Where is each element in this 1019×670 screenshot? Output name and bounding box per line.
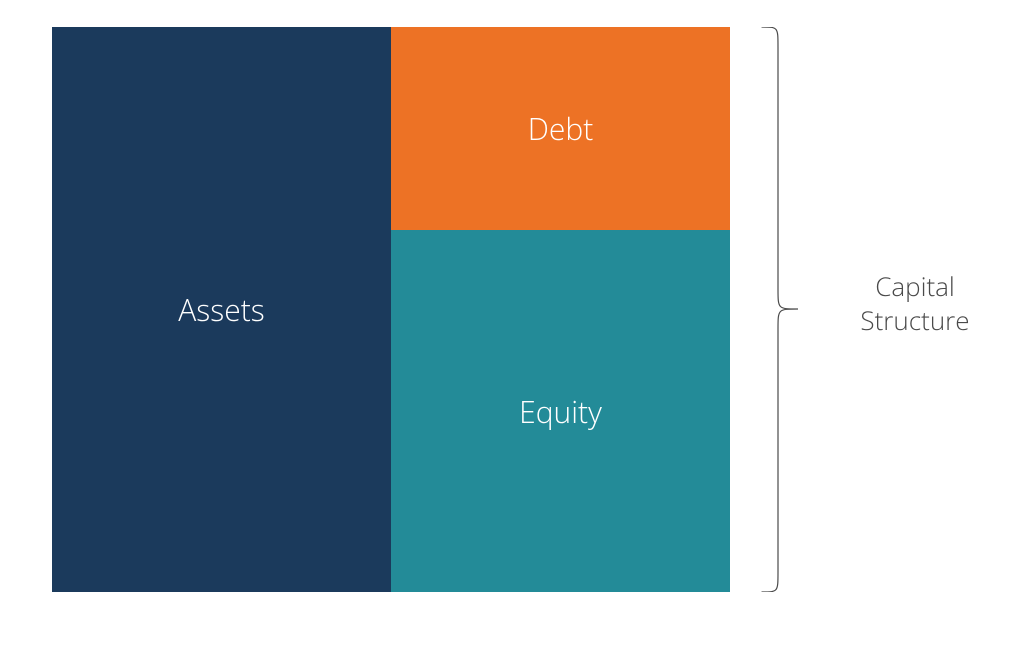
- equity-block: Equity: [391, 230, 730, 592]
- capital-structure-label: CapitalStructure: [835, 270, 995, 338]
- debt-block: Debt: [391, 27, 730, 230]
- curly-brace-icon: [760, 27, 800, 592]
- equity-label: Equity: [519, 391, 602, 432]
- assets-label: Assets: [178, 289, 264, 330]
- assets-block: Assets: [52, 27, 391, 592]
- capital-structure-diagram: Assets Debt Equity: [52, 27, 730, 592]
- debt-label: Debt: [528, 108, 594, 149]
- brace-path: [762, 27, 798, 592]
- liabilities-column: Debt Equity: [391, 27, 730, 592]
